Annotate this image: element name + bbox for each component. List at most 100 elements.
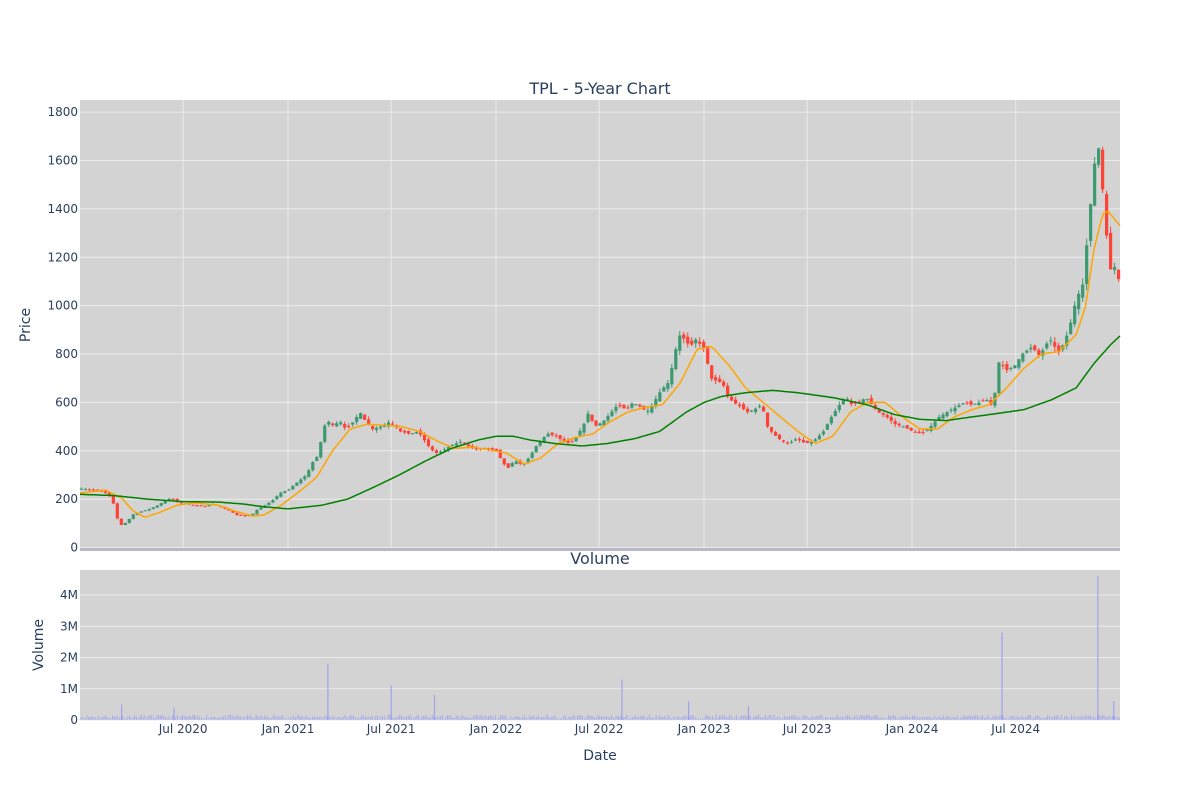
volume-bar: [1062, 718, 1064, 720]
volume-bar: [207, 718, 209, 720]
volume-bar: [469, 717, 471, 720]
candle-body: [195, 505, 199, 507]
volume-bar: [276, 717, 278, 720]
volume-bar: [664, 716, 666, 720]
candle-body: [614, 406, 618, 411]
volume-bar: [575, 718, 577, 720]
candle-body: [602, 420, 606, 426]
volume-bar: [1089, 715, 1091, 720]
volume-bar: [270, 718, 272, 720]
candle-body: [231, 510, 235, 513]
candle-body: [155, 505, 159, 508]
volume-bar: [486, 716, 488, 720]
volume-bar: [551, 716, 553, 720]
volume-bar: [489, 715, 491, 720]
volume-bar: [686, 716, 688, 720]
volume-bar: [277, 715, 279, 720]
volume-bar: [375, 715, 377, 720]
volume-bar: [426, 716, 428, 720]
volume-bar: [517, 716, 519, 720]
volume-bar: [315, 716, 317, 720]
volume-bar: [756, 715, 758, 720]
volume-bar: [741, 715, 743, 720]
candle-body: [710, 365, 714, 379]
price-plot-area: [80, 100, 1120, 550]
volume-bar: [679, 717, 681, 720]
volume-bar: [1055, 715, 1057, 720]
candle-body: [849, 401, 853, 405]
candle-body: [1029, 347, 1033, 350]
volume-bar: [293, 715, 295, 720]
volume-bar: [105, 715, 107, 720]
volume-bar: [106, 717, 108, 720]
candle-body: [1053, 341, 1057, 347]
candle-body: [115, 503, 119, 519]
volume-bar: [799, 717, 801, 720]
volume-bar: [1026, 716, 1028, 720]
volume-bar: [349, 715, 351, 720]
candle-body: [390, 423, 395, 425]
volume-bar: [178, 718, 180, 720]
volume-bar: [999, 715, 1001, 720]
volume-bar: [1043, 718, 1045, 720]
candle-body: [841, 400, 845, 405]
volume-bar: [982, 715, 984, 720]
volume-bar: [672, 717, 674, 720]
volume-bar: [571, 716, 573, 720]
volume-bar: [1093, 716, 1095, 720]
volume-bar: [900, 717, 902, 720]
volume-bar: [253, 718, 255, 720]
price-y-tick-label: 1000: [47, 299, 78, 313]
candle-body: [714, 377, 718, 381]
volume-bar: [288, 718, 290, 720]
candle-body: [323, 425, 327, 442]
volume-bar: [922, 716, 924, 720]
volume-bar: [739, 716, 741, 720]
candle-body: [434, 450, 439, 454]
price-y-tick-label: 600: [55, 395, 78, 409]
candle-body: [490, 448, 494, 450]
candle-body: [287, 489, 291, 491]
volume-bar: [768, 715, 770, 720]
candle-body: [83, 489, 88, 491]
volume-bar: [1036, 715, 1038, 720]
volume-bar: [96, 717, 98, 720]
volume-bar: [219, 718, 221, 720]
volume-bar: [761, 717, 763, 720]
volume-bar: [421, 716, 423, 720]
candle-body: [163, 500, 167, 504]
candle-body: [271, 500, 275, 503]
volume-bar: [879, 717, 881, 720]
volume-bar: [397, 716, 399, 720]
candle-body: [905, 425, 909, 429]
volume-bar: [525, 718, 527, 720]
candle-body: [1108, 232, 1113, 270]
volume-bar: [168, 716, 170, 720]
volume-bar: [792, 715, 794, 720]
x-tick-label: Jan 2022: [469, 722, 523, 736]
volume-bar: [965, 716, 967, 720]
candle-body: [785, 442, 790, 444]
volume-bar: [809, 718, 811, 720]
volume-bar: [889, 716, 891, 720]
candle-body: [1065, 335, 1069, 346]
x-tick-label: Jul 2024: [990, 722, 1040, 736]
volume-bar: [1019, 717, 1021, 720]
volume-bar: [156, 715, 158, 720]
volume-bar: [1024, 717, 1026, 720]
volume-bar: [354, 717, 356, 720]
volume-bar: [650, 717, 652, 720]
volume-bar: [896, 718, 898, 720]
volume-bar: [132, 717, 134, 720]
volume-bar: [221, 716, 223, 720]
volume-bar: [163, 715, 165, 720]
volume-bar: [1064, 716, 1066, 720]
candle-body: [203, 505, 207, 507]
candle-body: [363, 414, 367, 420]
volume-bar: [151, 714, 153, 720]
volume-bar: [248, 716, 250, 720]
volume-bar: [648, 715, 650, 720]
volume-bar: [195, 717, 197, 720]
volume-bar: [1115, 717, 1117, 720]
volume-bar: [1035, 716, 1037, 720]
